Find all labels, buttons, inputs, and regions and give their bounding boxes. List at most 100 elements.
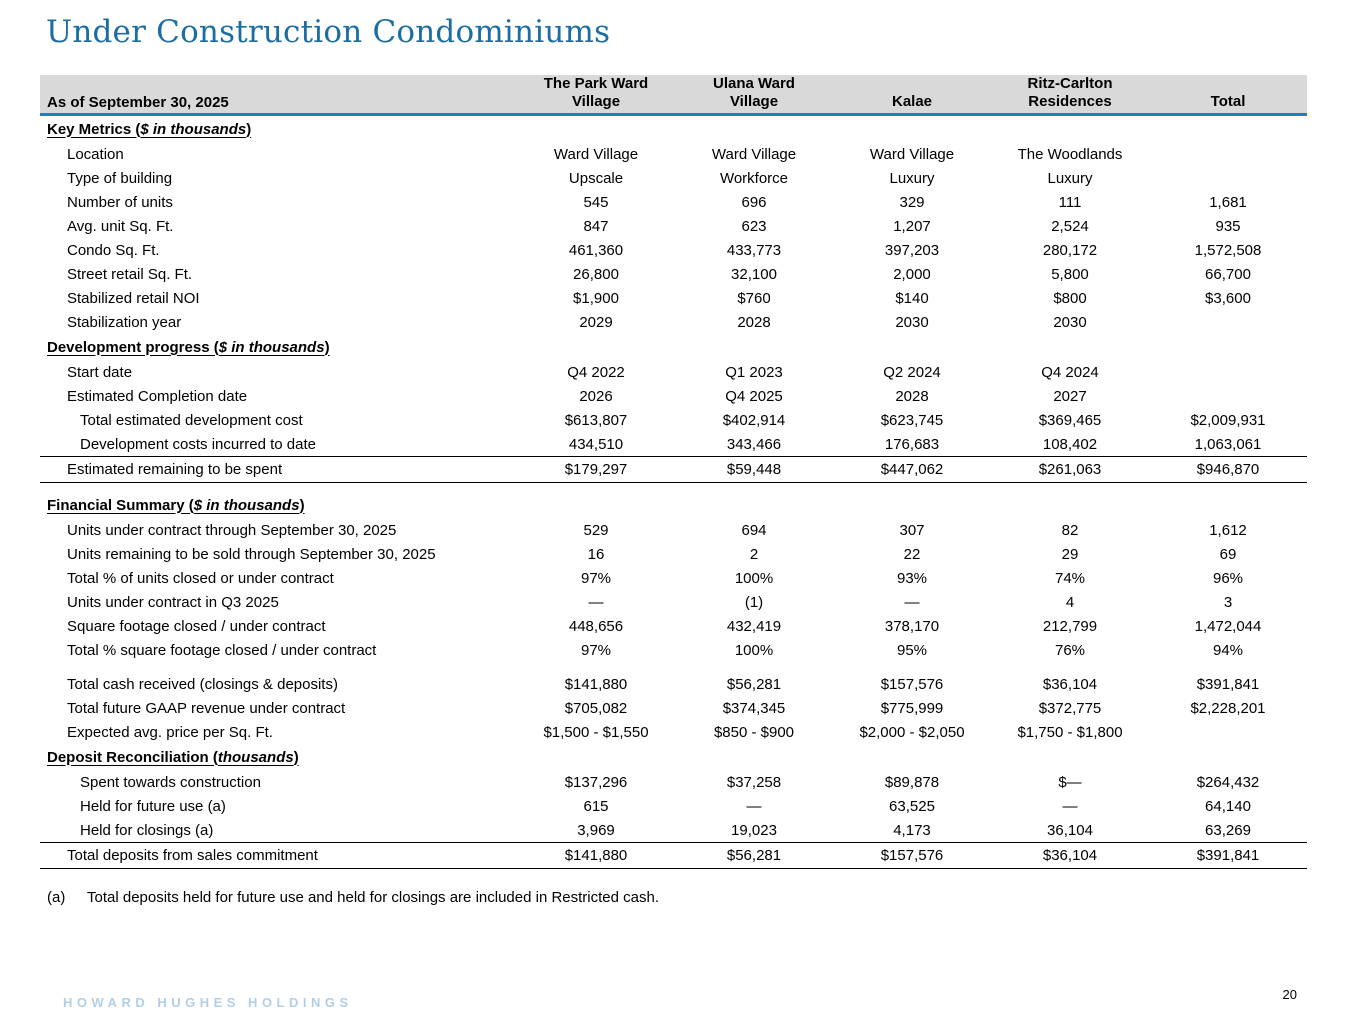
column-header-5: Total xyxy=(1149,93,1307,111)
heading-prefix: Financial Summary ( xyxy=(47,496,194,514)
cell-value: $264,432 xyxy=(1196,773,1260,791)
table-row: Start date Q4 2022 Q1 2023 Q2 2024 Q4 2024 xyxy=(40,360,1307,384)
cell-value: 280,172 xyxy=(1042,241,1098,259)
row-label: Total deposits from sales commitment xyxy=(67,847,318,864)
cell-value: 16 xyxy=(587,545,605,563)
table-row: Total % square footage closed / under co… xyxy=(40,638,1307,662)
cell-value: $141,880 xyxy=(564,675,628,693)
cell-value: — xyxy=(746,797,762,815)
section-heading-text: Financial Summary ($ in thousands) xyxy=(40,497,305,514)
section-financial-summary: Financial Summary ($ in thousands) Units … xyxy=(40,492,1307,744)
cell-value: $623,745 xyxy=(880,411,944,429)
cell-value: $369,465 xyxy=(1038,411,1102,429)
cell-value: $2,000 - $2,050 xyxy=(859,723,965,741)
cell-value: $613,807 xyxy=(564,411,628,429)
table-row: Development costs incurred to date 434,51… xyxy=(40,432,1307,456)
cell-value: 2 xyxy=(749,545,759,563)
cell-value: $775,999 xyxy=(880,699,944,717)
cell-value: 97% xyxy=(580,569,612,587)
heading-suffix: ) xyxy=(293,748,299,766)
heading-italic: thousands xyxy=(217,748,294,766)
row-label: Location xyxy=(67,145,124,163)
cell-value: $36,104 xyxy=(1042,847,1098,864)
table-row: Square footage closed / under contract 44… xyxy=(40,614,1307,638)
page-number: 20 xyxy=(1282,987,1297,1002)
cell-value: — xyxy=(1062,797,1078,815)
cell-value: $850 - $900 xyxy=(713,723,795,741)
row-label: Estimated Completion date xyxy=(67,387,248,405)
section-heading-text: Key Metrics ($ in thousands) xyxy=(40,121,251,138)
cell-value: 615 xyxy=(583,797,609,815)
table-row: Condo Sq. Ft. 461,360 433,773 397,203 280,17… xyxy=(40,238,1307,262)
column-header-3: Kalae xyxy=(833,93,991,111)
cell-value: 2030 xyxy=(1053,313,1087,331)
table-row: Units remaining to be sold through Septe… xyxy=(40,542,1307,566)
cell-value: 343,466 xyxy=(726,435,782,453)
table-row: Held for future use (a) 615 — 63,525 — 64,140 xyxy=(40,794,1307,818)
row-label: Stabilized retail NOI xyxy=(67,289,200,307)
section-heading-key-metrics: Key Metrics ($ in thousands) xyxy=(40,116,1307,142)
cell-value: 74% xyxy=(1054,569,1086,587)
cell-value: 1,207 xyxy=(893,217,931,235)
table-row: Total % of units closed or under contrac… xyxy=(40,566,1307,590)
cell-value: $179,297 xyxy=(564,461,628,478)
cell-value: 461,360 xyxy=(568,241,624,259)
cell-value: 329 xyxy=(899,193,925,211)
cell-value: $2,228,201 xyxy=(1190,699,1266,717)
cell-value: 29 xyxy=(1061,545,1079,563)
cell-value: $391,841 xyxy=(1196,847,1260,864)
row-label: Units under contract through September 3… xyxy=(67,521,397,539)
table-corner-label: As of September 30, 2025 xyxy=(47,94,229,111)
table-row: Expected avg. price per Sq. Ft. $1,500 - … xyxy=(40,720,1307,744)
cell-value: 623 xyxy=(741,217,767,235)
table-row: Units under contract through September 3… xyxy=(40,518,1307,542)
heading-prefix: Development progress ( xyxy=(47,338,219,356)
column-header-4: Ritz-Carlton Residences xyxy=(991,75,1149,111)
cell-value: $1,500 - $1,550 xyxy=(543,723,649,741)
column-header-label: The Park Ward Village xyxy=(543,75,649,110)
cell-value: 64,140 xyxy=(1205,797,1251,815)
table-row: Stabilization year 2029 2028 2030 2030 xyxy=(40,310,1307,334)
row-label: Type of building xyxy=(67,169,173,187)
row-label: Development costs incurred to date xyxy=(80,435,316,453)
heading-suffix: ) xyxy=(324,338,330,356)
cell-value: 63,525 xyxy=(889,797,935,815)
footnote-text: Total deposits held for future use and h… xyxy=(87,889,659,906)
cell-value: 2030 xyxy=(895,313,929,331)
table-row: Number of units 545 696 329 111 1,681 xyxy=(40,190,1307,214)
table-row: Estimated Completion date 2026 Q4 2025 2028… xyxy=(40,384,1307,408)
row-label: Total % square footage closed / under co… xyxy=(67,641,377,659)
cell-value: 95% xyxy=(896,641,928,659)
cell-value: 935 xyxy=(1215,217,1241,235)
section-deposit-reconciliation: Deposit Reconciliation (thousands) Spent … xyxy=(40,744,1307,869)
row-label: Total future GAAP revenue under contract xyxy=(67,699,346,717)
cell-value: 212,799 xyxy=(1042,617,1098,635)
row-label: Held for closings (a) xyxy=(80,821,214,839)
row-label: Start date xyxy=(67,363,133,381)
cell-value: $157,576 xyxy=(880,847,944,864)
cell-value: 529 xyxy=(583,521,609,539)
cell-value: Luxury xyxy=(889,169,935,187)
table-row: Street retail Sq. Ft. 26,800 32,100 2,000 5,… xyxy=(40,262,1307,286)
heading-suffix: ) xyxy=(299,496,305,514)
footnote: (a) Total deposits held for future use a… xyxy=(40,889,1307,906)
cell-value: 2027 xyxy=(1053,387,1087,405)
cell-value: 2,524 xyxy=(1051,217,1089,235)
cell-value: Ward Village xyxy=(553,145,639,163)
cell-value: Ward Village xyxy=(869,145,955,163)
table-row: Spent towards construction $137,296 $37,25… xyxy=(40,770,1307,794)
cell-value: 545 xyxy=(583,193,609,211)
cell-value: $3,600 xyxy=(1205,289,1251,307)
cell-value: 1,681 xyxy=(1209,193,1247,211)
row-label: Street retail Sq. Ft. xyxy=(67,265,193,283)
row-label: Total % of units closed or under contrac… xyxy=(67,569,334,587)
cell-value: Q4 2024 xyxy=(1041,363,1099,381)
table-row: Total cash received (closings & deposits… xyxy=(40,672,1307,696)
column-header-label: Total xyxy=(1210,93,1246,110)
cell-value: 100% xyxy=(734,569,774,587)
cell-value: Q1 2023 xyxy=(725,363,783,381)
cell-value: 76% xyxy=(1054,641,1086,659)
cell-value: 93% xyxy=(896,569,928,587)
cell-value: 433,773 xyxy=(726,241,782,259)
